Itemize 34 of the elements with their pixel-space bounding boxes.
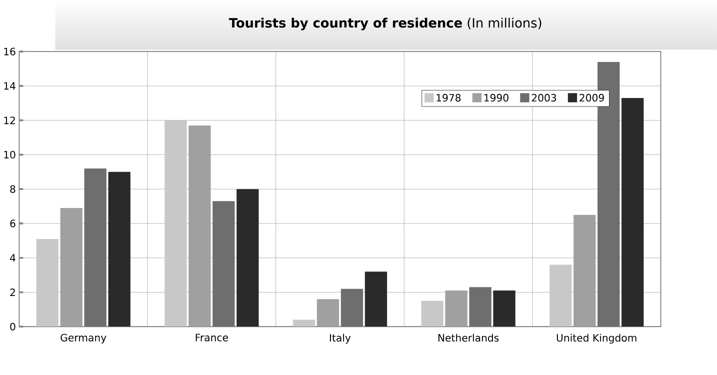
bar: [493, 290, 516, 327]
legend-label: 1990: [484, 94, 508, 102]
legend-label: 1978: [436, 94, 461, 102]
legend-label: 2003: [532, 94, 556, 102]
chart-title: Tourists by country of residence (In millions): [228, 18, 542, 30]
y-tick-label: 16: [4, 48, 16, 56]
y-tick-label: 6: [10, 220, 16, 228]
bar: [212, 201, 235, 327]
bar: [421, 300, 444, 327]
y-tick-label: 10: [4, 151, 16, 159]
x-tick-label: Germany: [60, 334, 106, 344]
y-tick-label: 2: [10, 288, 15, 296]
bar: [236, 189, 259, 327]
bar: [108, 172, 130, 327]
bar: [550, 264, 572, 327]
y-tick-label: 12: [4, 116, 15, 124]
x-tick-label: United Kingdom: [556, 334, 636, 344]
y-tick-label: 14: [4, 82, 16, 90]
x-tick-label: France: [196, 334, 228, 342]
legend-label: 2009: [580, 94, 604, 102]
bar: [316, 299, 340, 327]
bar: [292, 320, 316, 327]
bar: [340, 288, 364, 327]
y-tick-label: 8: [10, 185, 16, 194]
y-tick-label: 0: [10, 322, 16, 331]
bar: [364, 272, 388, 327]
bar: [622, 98, 644, 327]
bar: [36, 239, 58, 327]
x-tick-label: Italy: [330, 334, 351, 344]
y-tick-label: 4: [10, 254, 16, 262]
bar: [164, 120, 187, 327]
x-tick-label: Netherlands: [438, 334, 499, 342]
bar: [84, 168, 106, 327]
bar: [469, 287, 492, 327]
